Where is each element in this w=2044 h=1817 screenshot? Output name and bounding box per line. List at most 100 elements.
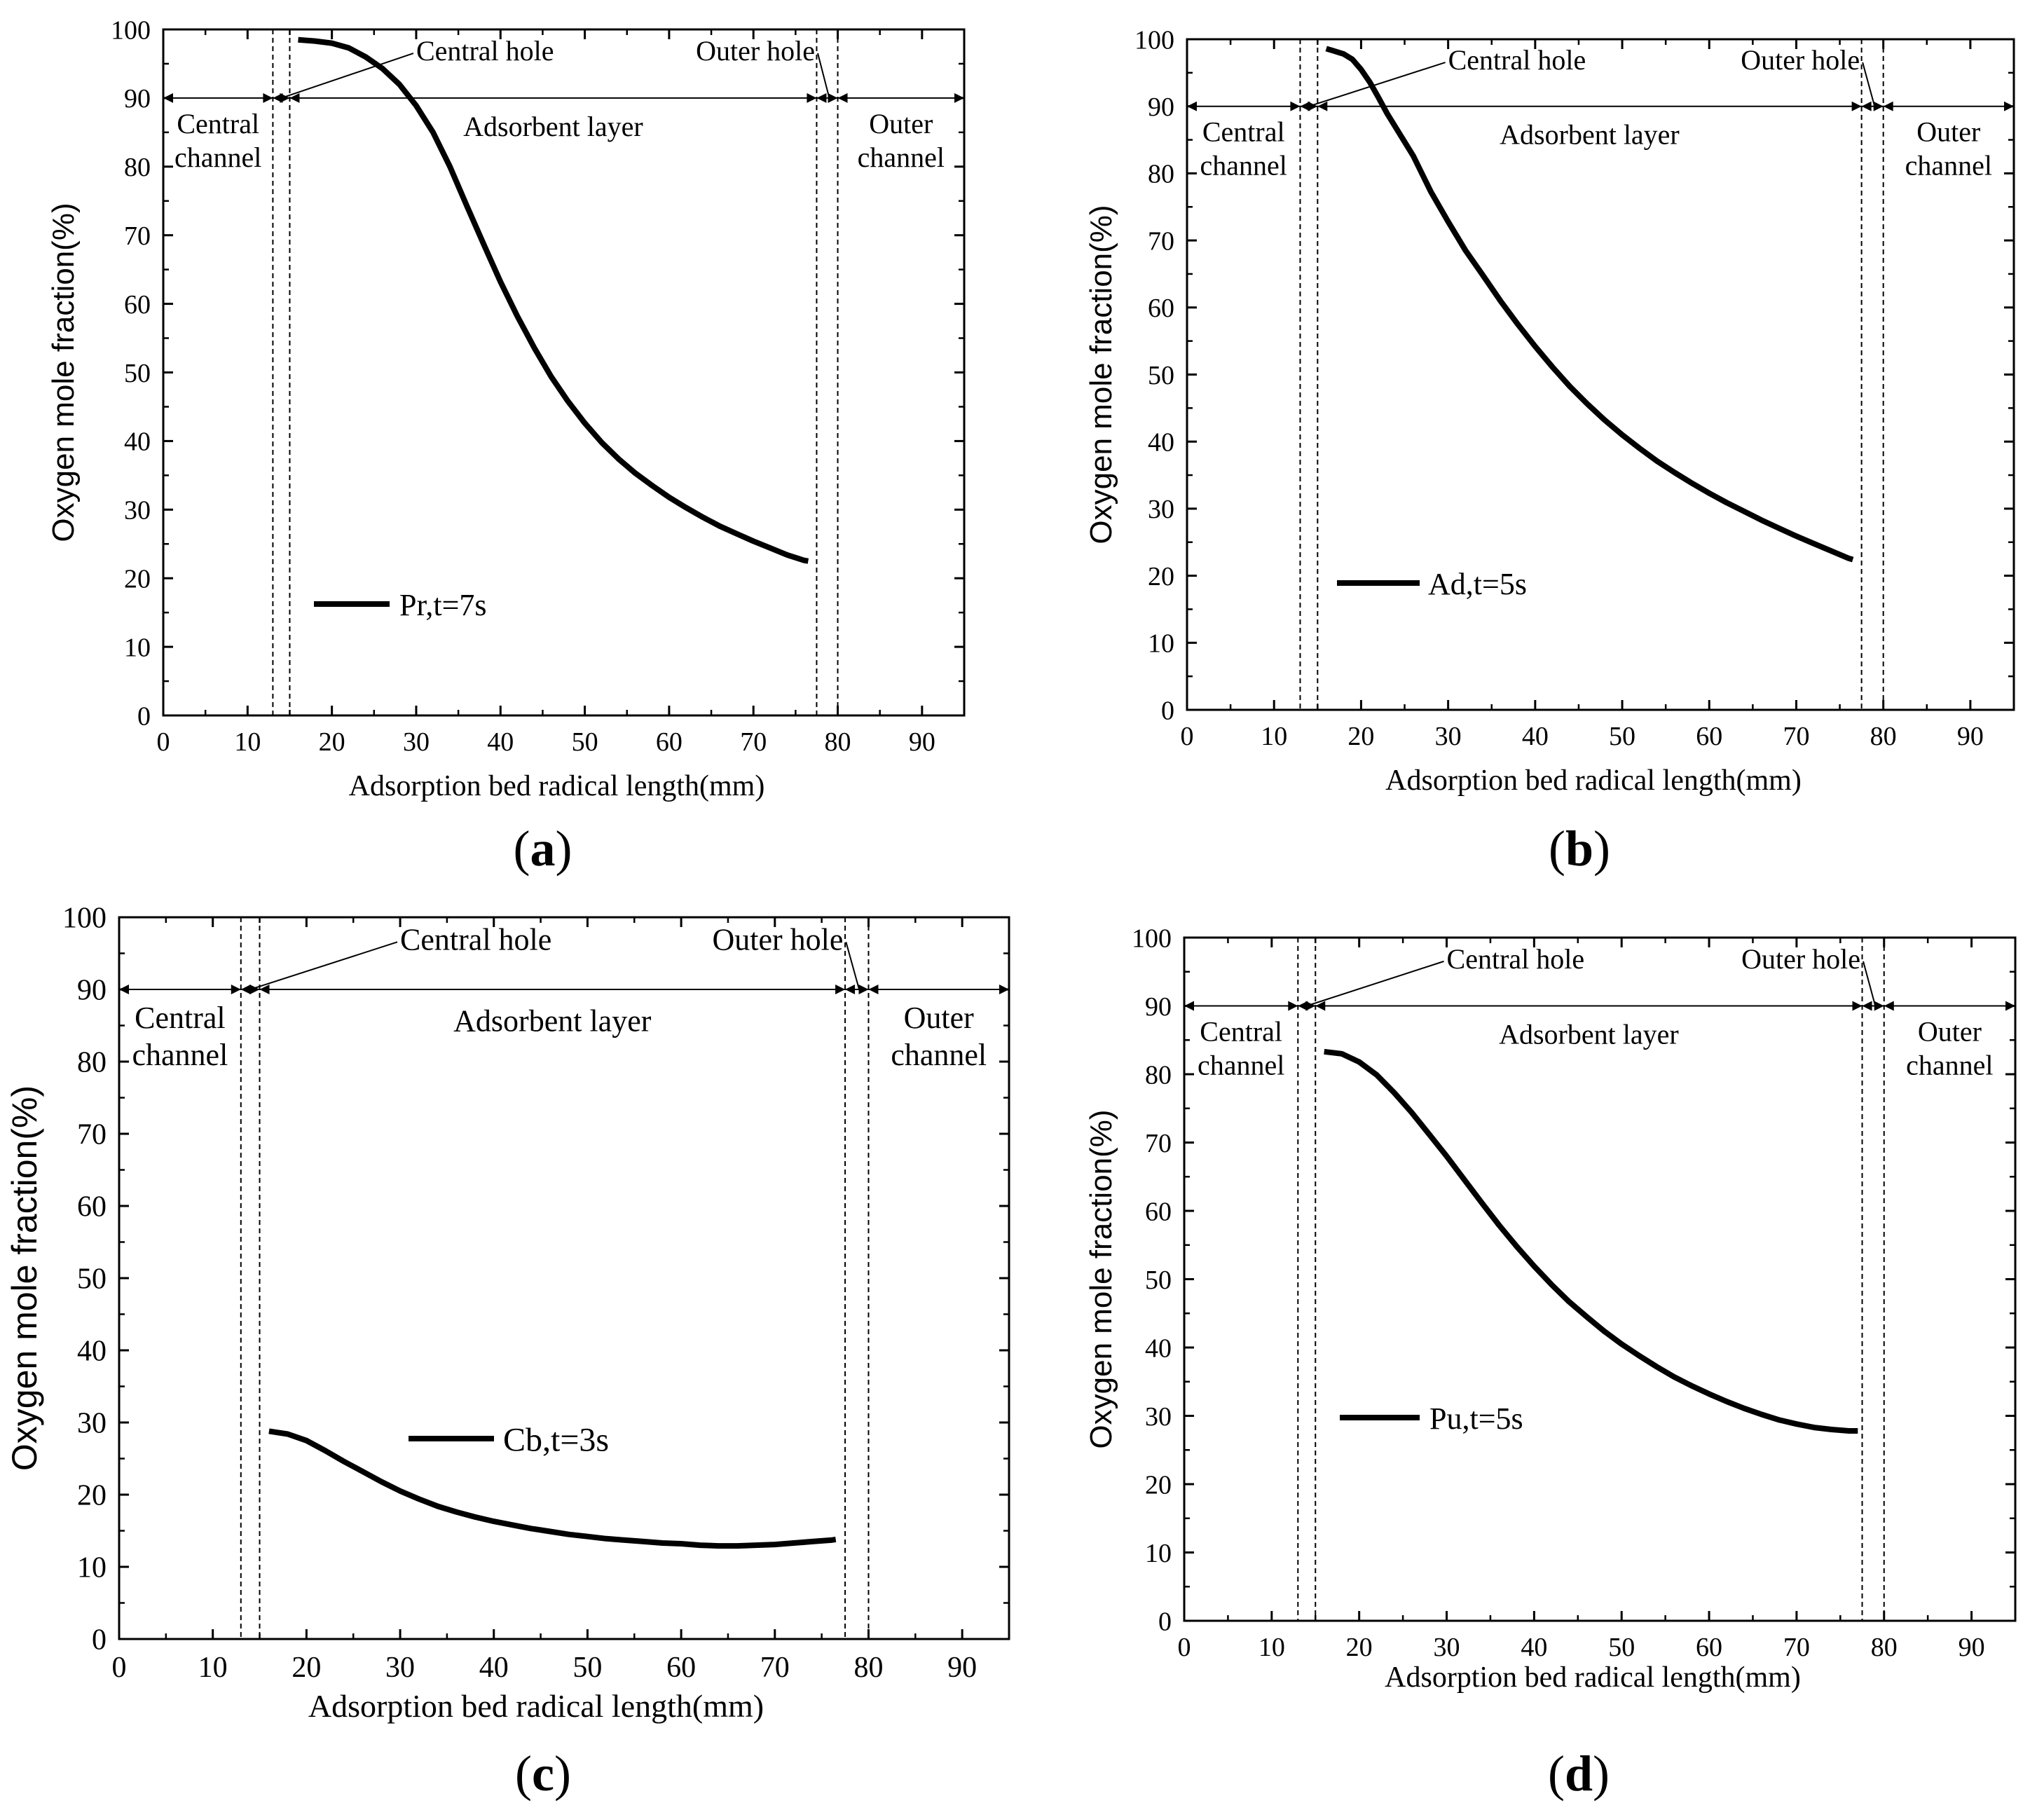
x-tick-label: 70 (1783, 722, 1809, 751)
y-tick-label: 0 (92, 1624, 107, 1657)
y-tick-label: 50 (77, 1263, 107, 1296)
y-tick-label: 30 (124, 496, 151, 526)
central-hole-leader (1308, 62, 1446, 107)
y-tick-label: 50 (124, 359, 151, 388)
central-channel-label: Central (1202, 116, 1285, 148)
adsorbent-layer-label: Adsorbent layer (1500, 119, 1680, 151)
y-tick-label: 100 (62, 903, 107, 935)
y-tick-label: 100 (1132, 924, 1172, 953)
x-tick-label: 20 (1347, 722, 1374, 751)
x-tick-label: 70 (1783, 1633, 1810, 1662)
central-hole-leader (1306, 960, 1444, 1007)
x-tick-label: 90 (1957, 722, 1984, 751)
y-tick-label: 30 (1148, 495, 1174, 524)
central-hole-label: Central hole (1448, 44, 1586, 76)
central-channel-label: Central (177, 108, 259, 139)
x-tick-label: 90 (909, 727, 935, 757)
x-tick-label: 70 (760, 1652, 790, 1684)
outer-channel-label-2: channel (858, 142, 945, 173)
outer-channel-label-2: channel (1905, 150, 1992, 181)
x-tick-label: 80 (853, 1652, 883, 1684)
x-tick-label: 20 (1346, 1633, 1373, 1662)
y-tick-label: 90 (1145, 992, 1172, 1022)
central-channel-label: Central (135, 1001, 226, 1035)
x-tick-label: 50 (572, 727, 598, 757)
y-tick-label: 10 (1148, 629, 1174, 659)
panel-label: (b) (1549, 821, 1610, 877)
outer-channel-label: Outer (1916, 116, 1980, 148)
chart-panel-d: 0 10 20 30 40 50 60 70 80 90 100 0 10 20 30 40 50 60 70 80 9… (1084, 924, 2017, 1802)
outer-hole-leader (1862, 62, 1876, 107)
x-axis-title: Adsorption bed radical length(mm) (308, 1688, 764, 1724)
chart-panel-b: 0 10 20 30 40 50 60 70 80 90 100 0 10 20 30 40 50 60 70 80 9… (1084, 25, 2015, 877)
x-tick-label: 10 (234, 727, 261, 757)
panel-label: (c) (515, 1746, 571, 1802)
x-tick-label: 30 (1434, 1633, 1460, 1662)
x-tick-label: 80 (1871, 1633, 1898, 1662)
central-hole-label: Central hole (416, 35, 554, 67)
panel-label: (a) (514, 821, 572, 877)
y-tick-label: 20 (1145, 1470, 1172, 1500)
y-tick-label: 40 (1148, 428, 1174, 458)
central-channel-label-2: channel (1200, 150, 1287, 181)
x-tick-label: 50 (1608, 1633, 1635, 1662)
y-tick-label: 30 (1145, 1402, 1172, 1432)
x-tick-label: 30 (385, 1652, 415, 1684)
x-tick-label: 40 (479, 1652, 509, 1684)
outer-channel-label-2: channel (1906, 1050, 1993, 1081)
central-hole-leader (281, 53, 414, 99)
x-tick-label: 20 (291, 1652, 321, 1684)
y-axis-title: Oxygen mole fraction(%) (46, 203, 81, 542)
x-axis-title: Adsorption bed radical length(mm) (1385, 764, 1802, 797)
y-tick-label: 10 (124, 633, 151, 662)
y-tick-label: 50 (1145, 1266, 1172, 1295)
y-tick-label: 80 (77, 1047, 107, 1079)
panel-label: (d) (1548, 1746, 1610, 1802)
y-tick-label: 80 (1145, 1060, 1172, 1090)
y-tick-label: 70 (77, 1119, 107, 1151)
central-hole-label: Central hole (1447, 943, 1585, 975)
y-tick-label: 60 (1148, 294, 1174, 323)
x-tick-label: 30 (403, 727, 430, 757)
x-tick-label: 60 (1696, 722, 1722, 751)
y-tick-label: 40 (77, 1336, 107, 1368)
central-channel-label-2: channel (174, 142, 261, 173)
y-tick-label: 30 (77, 1408, 107, 1440)
y-tick-label: 0 (1161, 696, 1174, 725)
outer-hole-label: Outer hole (1741, 44, 1860, 76)
outer-hole-leader (1863, 961, 1877, 1006)
y-tick-label: 50 (1148, 361, 1174, 390)
x-tick-label: 60 (666, 1652, 696, 1684)
adsorbent-layer-label: Adsorbent layer (463, 111, 643, 142)
y-tick-label: 80 (124, 153, 151, 182)
y-tick-label: 90 (1148, 92, 1174, 122)
y-tick-label: 90 (77, 975, 107, 1007)
central-hole-label: Central hole (400, 922, 551, 957)
adsorbent-layer-label: Adsorbent layer (1499, 1019, 1679, 1050)
y-tick-label: 70 (124, 221, 151, 251)
y-tick-label: 40 (124, 427, 151, 457)
y-tick-label: 20 (124, 565, 151, 594)
y-tick-label: 40 (1145, 1333, 1172, 1363)
chart-panel-c: 0 10 20 30 40 50 60 70 80 90 100 0 10 20 30 40 50 60 70 80 9… (5, 903, 1010, 1802)
y-tick-label: 10 (1145, 1539, 1172, 1568)
central-channel-label-2: channel (1198, 1050, 1284, 1081)
y-tick-label: 80 (1148, 160, 1174, 189)
y-tick-label: 100 (111, 15, 151, 45)
x-tick-label: 80 (1870, 722, 1897, 751)
x-tick-label: 40 (1521, 1633, 1547, 1662)
x-tick-label: 40 (1522, 722, 1549, 751)
x-tick-label: 80 (825, 727, 851, 757)
y-axis-title: Oxygen mole fraction(%) (5, 1085, 44, 1471)
y-tick-label: 60 (1145, 1197, 1172, 1226)
y-tick-label: 60 (77, 1191, 107, 1223)
x-tick-label: 30 (1435, 722, 1462, 751)
central-channel-label: Central (1200, 1016, 1282, 1048)
x-tick-label: 50 (1609, 722, 1635, 751)
y-tick-label: 10 (77, 1552, 107, 1584)
series-line (1324, 1048, 1858, 1434)
outer-hole-label: Outer hole (696, 35, 815, 67)
x-tick-label: 70 (740, 727, 767, 757)
x-tick-label: 0 (1178, 1633, 1191, 1662)
outer-channel-label: Outer (869, 108, 933, 139)
